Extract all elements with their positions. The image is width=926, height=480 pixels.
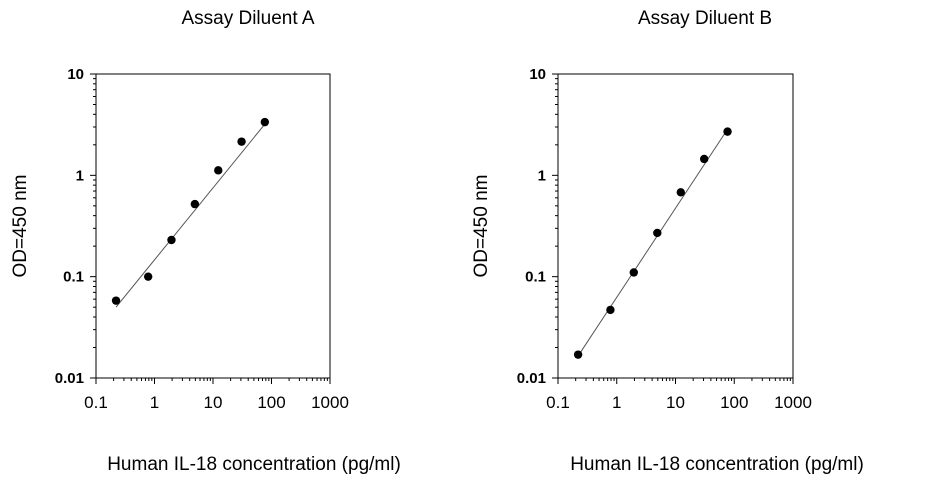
data-point [111,296,121,305]
y-tick-label: 0.1 [63,269,84,286]
data-point [573,350,583,359]
y-tick-label: 1 [538,167,546,184]
data-point [676,188,685,197]
x-tick-label: 0.1 [546,393,570,412]
x-tick-label: 100 [257,393,285,412]
data-point [723,127,732,136]
chart-title: Assay Diluent B [638,8,772,29]
x-axis-label: Human IL-18 concentration (pg/ml) [107,454,401,475]
data-point [167,235,176,245]
y-axis-label: OD=450 nm [10,175,31,278]
x-tick-label: 1000 [311,393,349,412]
fit-line [115,123,266,308]
y-tick-label: 0.1 [525,269,546,286]
data-point [237,137,246,146]
y-tick-label: 0.01 [55,370,84,387]
fit-line [577,128,728,357]
data-point [606,305,615,315]
x-tick-label: 0.1 [84,393,108,412]
data-point [214,166,223,175]
y-tick-label: 10 [67,66,84,83]
y-tick-label: 0.01 [517,370,546,387]
chart-title: Assay Diluent A [181,8,314,29]
x-tick-label: 1 [612,393,621,412]
x-tick-label: 1 [150,393,159,412]
data-point [653,228,662,238]
x-tick-label: 10 [666,393,685,412]
y-axis-label: OD=450 nm [471,175,492,278]
chart-panel-a: Assay Diluent A0.1 1 10 100 10000.010.1110Hu… [10,8,401,475]
y-tick-label: 10 [529,66,546,83]
x-tick-label: 100 [720,393,748,412]
data-point [190,199,200,209]
x-tick-label: 10 [204,393,223,412]
plot-frame [95,73,331,379]
x-axis-label: Human IL-18 concentration (pg/ml) [570,454,864,475]
data-point [629,268,638,277]
y-tick-label: 1 [76,167,84,184]
data-point [143,272,153,281]
chart-panel-b: Assay Diluent B0.1 1 10 100 10000.010.1110Hu… [471,8,864,475]
x-tick-label: 1000 [774,393,812,412]
data-point [260,117,270,127]
data-point [700,154,709,164]
